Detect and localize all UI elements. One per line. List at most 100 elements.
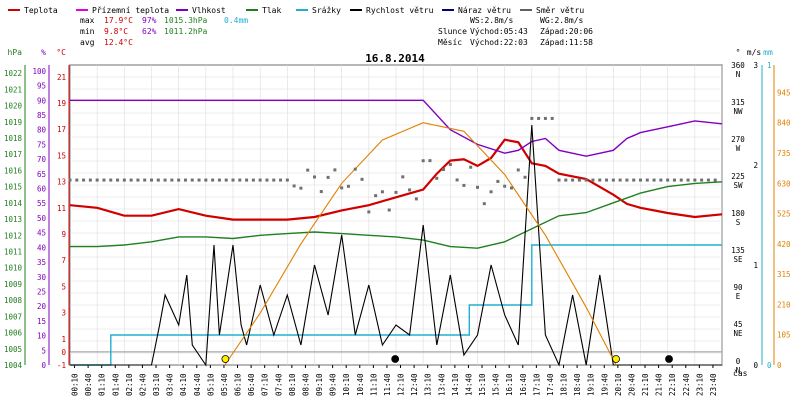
legend-item: Tlak: [262, 6, 281, 15]
dir-tick-deg: 90: [733, 283, 743, 292]
dir-tick-deg: 225: [731, 172, 745, 181]
temp-tick: 13: [57, 178, 66, 187]
wind-direction-point: [584, 178, 588, 182]
pct-tick: 40: [37, 243, 47, 252]
wind-direction-point: [231, 178, 235, 182]
stat-wg: WG:2.8m/s: [540, 16, 584, 25]
wind-direction-point: [387, 208, 391, 212]
hpa-tick: 1005: [4, 345, 22, 354]
wind-direction-point: [706, 178, 710, 182]
wind-direction-point: [482, 202, 486, 206]
pct-tick: 30: [37, 273, 47, 282]
temp-tick: 11: [57, 204, 66, 213]
wind-direction-point: [346, 184, 350, 188]
wind-direction-point: [313, 175, 316, 179]
temp-tick: 21: [57, 73, 66, 82]
wind-direction-point: [245, 178, 249, 182]
wind-direction-point: [224, 178, 228, 182]
temp-tick-unit: °C: [56, 48, 66, 57]
legend-item: Teplota: [24, 6, 58, 15]
stat-avg-label: avg: [80, 38, 95, 47]
x-tick-label: 08:40: [301, 373, 310, 396]
x-tick-label: 04:10: [179, 373, 188, 396]
pct-tick: 15: [37, 317, 46, 326]
temp-tick: 9: [61, 230, 66, 239]
x-tick-label: 01:40: [111, 373, 120, 396]
dir-tick-label: N: [736, 366, 741, 375]
rain-tick: 1: [767, 61, 772, 70]
x-tick-label: 18:10: [560, 373, 569, 396]
temp-tick: 7: [61, 256, 66, 265]
wind-direction-point: [503, 184, 507, 188]
plot-area: [68, 99, 723, 367]
dir-tick-deg: 0: [736, 357, 741, 366]
wind-direction-point: [380, 190, 384, 194]
wind-direction-point: [693, 178, 697, 182]
x-tick-label: 09:40: [329, 373, 338, 396]
temp-tick: 5: [61, 282, 66, 291]
wind-direction-point: [679, 178, 683, 182]
wind-direction-point: [367, 210, 371, 214]
wind-direction-point: [550, 116, 554, 120]
legend-item: Vlhkost: [192, 6, 226, 15]
stat-max-hum: 97%: [142, 16, 157, 25]
hpa-tick: 1019: [4, 118, 22, 127]
wind-direction-point: [360, 177, 364, 181]
wind-direction-point: [530, 116, 534, 120]
wind-direction-point: [265, 178, 269, 182]
dir-unit: °: [736, 48, 741, 57]
sun-rise: Východ:05:43: [470, 27, 528, 36]
x-tick-label: 07:40: [274, 373, 283, 396]
temp-tick: -1: [57, 361, 66, 370]
x-tick-label: 07:10: [261, 373, 270, 396]
wind-direction-point: [353, 167, 357, 171]
x-tick-label: 16:40: [519, 373, 528, 396]
legend-item: Srážky: [312, 6, 341, 15]
wind-tick: 2: [753, 161, 758, 170]
wind-direction-point: [143, 178, 147, 182]
wind-direction-point: [177, 178, 181, 182]
wind-direction-point: [333, 168, 337, 172]
stat-min-hum: 62%: [142, 27, 157, 36]
wind-direction-point: [414, 197, 418, 201]
wind-direction-point: [197, 178, 201, 182]
series-vlhkost: [70, 99, 723, 157]
dir-tick-label: N: [736, 70, 741, 79]
wind-direction-point: [170, 178, 174, 182]
pct-tick: 95: [37, 82, 46, 91]
x-tick-label: 10:10: [342, 373, 351, 396]
wind-direction-point: [537, 116, 541, 120]
x-tick-label: 15:10: [478, 373, 487, 396]
x-tick-label: 23:10: [695, 373, 704, 396]
wind-direction-point: [652, 178, 656, 182]
wind-direction-point: [156, 178, 160, 182]
pct-tick-unit: %: [41, 48, 46, 57]
wind-direction-point: [75, 178, 79, 182]
wind-direction-point: [516, 168, 520, 172]
stats-panel: max 17.9°C 97% 1015.3hPa 0.4mm min 9.8°C…: [80, 16, 593, 47]
hpa-tick: 1008: [4, 296, 23, 305]
x-tick-label: 11:10: [369, 373, 378, 396]
dir-tick-deg: 315: [731, 98, 745, 107]
x-tick-label: 15:40: [492, 373, 501, 396]
wind-direction-point: [448, 163, 452, 167]
stat-max-press: 1015.3hPa: [164, 16, 208, 25]
x-tick-label: 19:10: [587, 373, 596, 396]
wind-direction-point: [183, 178, 187, 182]
wind-direction-point: [340, 186, 344, 190]
wind-tick: 1: [753, 261, 758, 270]
pct-tick: 70: [37, 155, 47, 164]
x-tick-label: 20:10: [614, 373, 623, 396]
x-tick-label: 22:40: [682, 373, 691, 396]
x-tick-label: 06:40: [247, 373, 256, 396]
wind-direction-point: [217, 178, 221, 182]
hpa-tick: 1006: [4, 329, 23, 338]
wind-direction-point: [605, 178, 609, 182]
x-tick-label: 03:40: [166, 373, 175, 396]
wind-direction-point: [639, 178, 642, 182]
hpa-tick: 1014: [4, 199, 23, 208]
wind-direction-point: [251, 178, 255, 182]
dir-tick-deg: 180: [731, 209, 745, 218]
x-tick-label: 17:10: [532, 373, 541, 396]
